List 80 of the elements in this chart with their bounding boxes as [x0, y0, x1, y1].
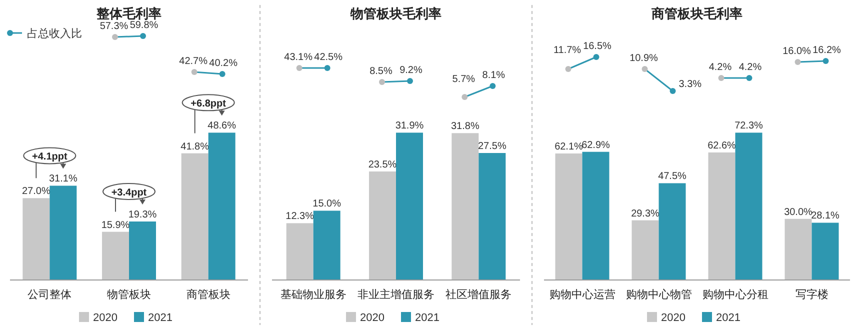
legend-label: 2020	[661, 312, 686, 324]
bar	[735, 132, 762, 280]
data-label: 62.9%	[582, 140, 610, 151]
data-label: 29.3%	[631, 208, 660, 220]
annotation: +3.4ppt	[111, 187, 148, 198]
data-label: 27.5%	[478, 141, 506, 152]
x-tick-label: 基础物业服务	[280, 288, 346, 301]
data-label: 15.0%	[312, 198, 342, 210]
data-label: 31.8%	[450, 121, 480, 132]
bar	[22, 198, 50, 280]
legend-label: 2021	[716, 312, 740, 324]
bar	[452, 133, 479, 280]
text: 4.2%	[708, 62, 732, 73]
bar	[208, 132, 236, 280]
bar	[812, 222, 839, 280]
text: 4.2%	[738, 62, 762, 73]
bar	[369, 171, 396, 280]
legend-label: 2021	[415, 312, 440, 324]
bar	[582, 152, 610, 280]
text: 8.1%	[482, 70, 506, 81]
text: 9.2%	[400, 65, 423, 76]
text: 3.3%	[678, 79, 702, 90]
text: 42.7%	[179, 56, 208, 67]
bar	[396, 132, 423, 280]
text: +6.8ppt	[190, 98, 227, 110]
annotation: +4.1ppt	[32, 152, 68, 163]
text: 16.0%	[782, 46, 812, 57]
text: 43.1%	[284, 52, 313, 63]
x-tick-label: 商管板块	[186, 288, 230, 301]
data-label: 47.5%	[658, 171, 687, 182]
data-label: 31.9%	[395, 120, 424, 132]
bar	[632, 220, 659, 280]
text: 8.5%	[370, 66, 393, 77]
x-tick-label: 购物中心分租	[702, 288, 768, 301]
text: 59.8%	[130, 20, 158, 31]
bar	[784, 218, 812, 280]
bar	[658, 183, 686, 280]
data-label: 30.0%	[784, 206, 813, 218]
x-tick-label: 购物中心运营	[549, 288, 616, 301]
x-tick-label: 公司整体	[28, 289, 72, 301]
text: 5.7%	[452, 74, 476, 85]
text: 11.7%	[553, 45, 582, 56]
text: 16.5%	[583, 41, 612, 52]
text: 42.5%	[314, 52, 343, 63]
bar	[708, 152, 736, 280]
legend-label: 2020	[93, 312, 118, 324]
data-label: 62.6%	[708, 140, 736, 152]
text: 40.2%	[209, 58, 238, 69]
chart-title: 物管板块毛利率	[350, 6, 442, 21]
data-label: 19.3%	[128, 209, 157, 220]
text: 占总收入比	[27, 27, 82, 40]
data-label: 15.9%	[101, 220, 130, 231]
data-label: 72.3%	[734, 120, 764, 132]
data-label: 41.8%	[180, 141, 210, 152]
bar	[478, 153, 506, 280]
data-label: 28.1%	[811, 210, 840, 222]
data-label: 62.1%	[554, 141, 584, 152]
bar	[102, 232, 129, 280]
x-tick-label: 购物中心物管	[626, 288, 692, 301]
legend-label: 2020	[360, 312, 384, 324]
x-tick-label: 社区增值服务	[446, 288, 512, 301]
text: 57.3%	[100, 21, 128, 32]
data-label: 12.3%	[286, 211, 314, 222]
text: 16.2%	[812, 45, 842, 56]
legend-label: 2021	[148, 312, 172, 324]
x-tick-label: 物管板块	[107, 288, 151, 301]
bar	[286, 223, 314, 280]
bar	[50, 186, 77, 280]
bar	[313, 210, 340, 280]
bar	[129, 221, 156, 280]
x-tick-label: 非业主增值服务	[358, 288, 434, 301]
data-label: 31.1%	[48, 174, 78, 185]
chart-title: 商管板块毛利率	[650, 6, 742, 21]
data-label: 23.5%	[368, 159, 397, 170]
chart-title: 整体毛利率	[96, 6, 162, 21]
bar	[181, 153, 208, 280]
x-tick-label: 写字楼	[795, 288, 828, 301]
bar	[555, 153, 582, 280]
text: 10.9%	[630, 53, 658, 64]
data-label: 48.6%	[208, 120, 236, 132]
